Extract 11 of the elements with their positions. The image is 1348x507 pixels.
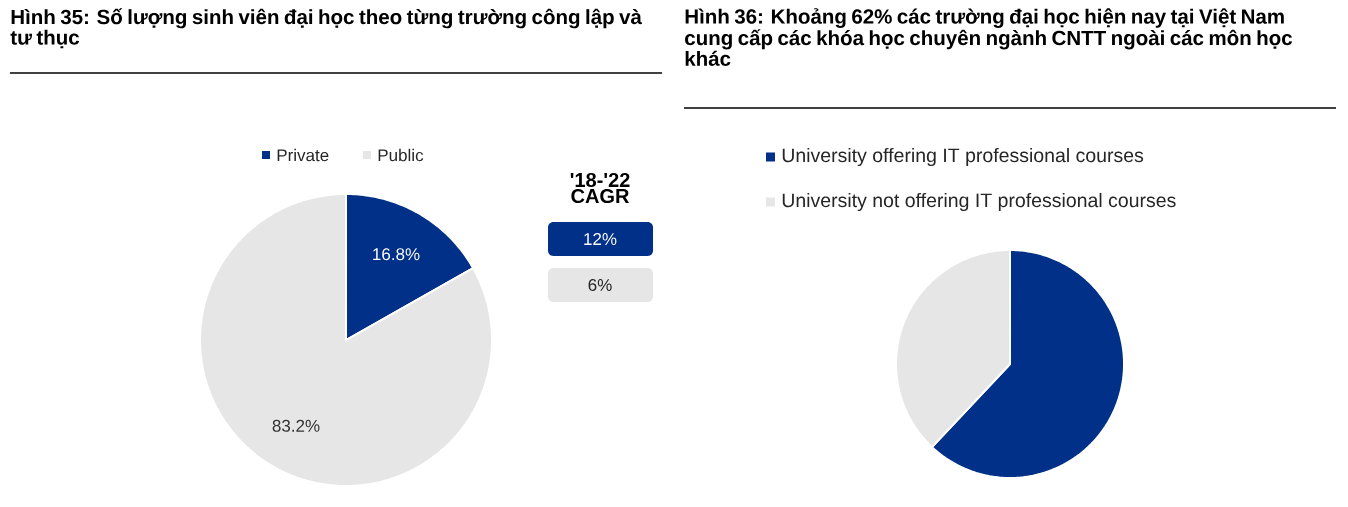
text: 12% <box>584 233 617 245</box>
data-label: 16.8% <box>373 248 420 261</box>
legend-label: University offering IT professional courses <box>782 147 1144 167</box>
chart-title: Hình 35: Số lượng sinh viên đại học theo từng trường công lập và tư thục <box>10 8 642 49</box>
text: '18-'22 CAGR <box>570 172 630 204</box>
legend-label: Private <box>277 148 329 162</box>
text: 6% <box>588 278 612 292</box>
legend-label: Public <box>378 148 424 162</box>
legend-label: University not offering IT professional courses <box>782 192 1176 212</box>
chart-title: Hình 36: Khoảng 62% các trường đại học hiện nay tại Việt Nam cung cấp các khóa học chuyên ngành CNTT ngoài các môn học khác <box>685 8 1293 66</box>
data-label: 83.2% <box>272 419 320 432</box>
